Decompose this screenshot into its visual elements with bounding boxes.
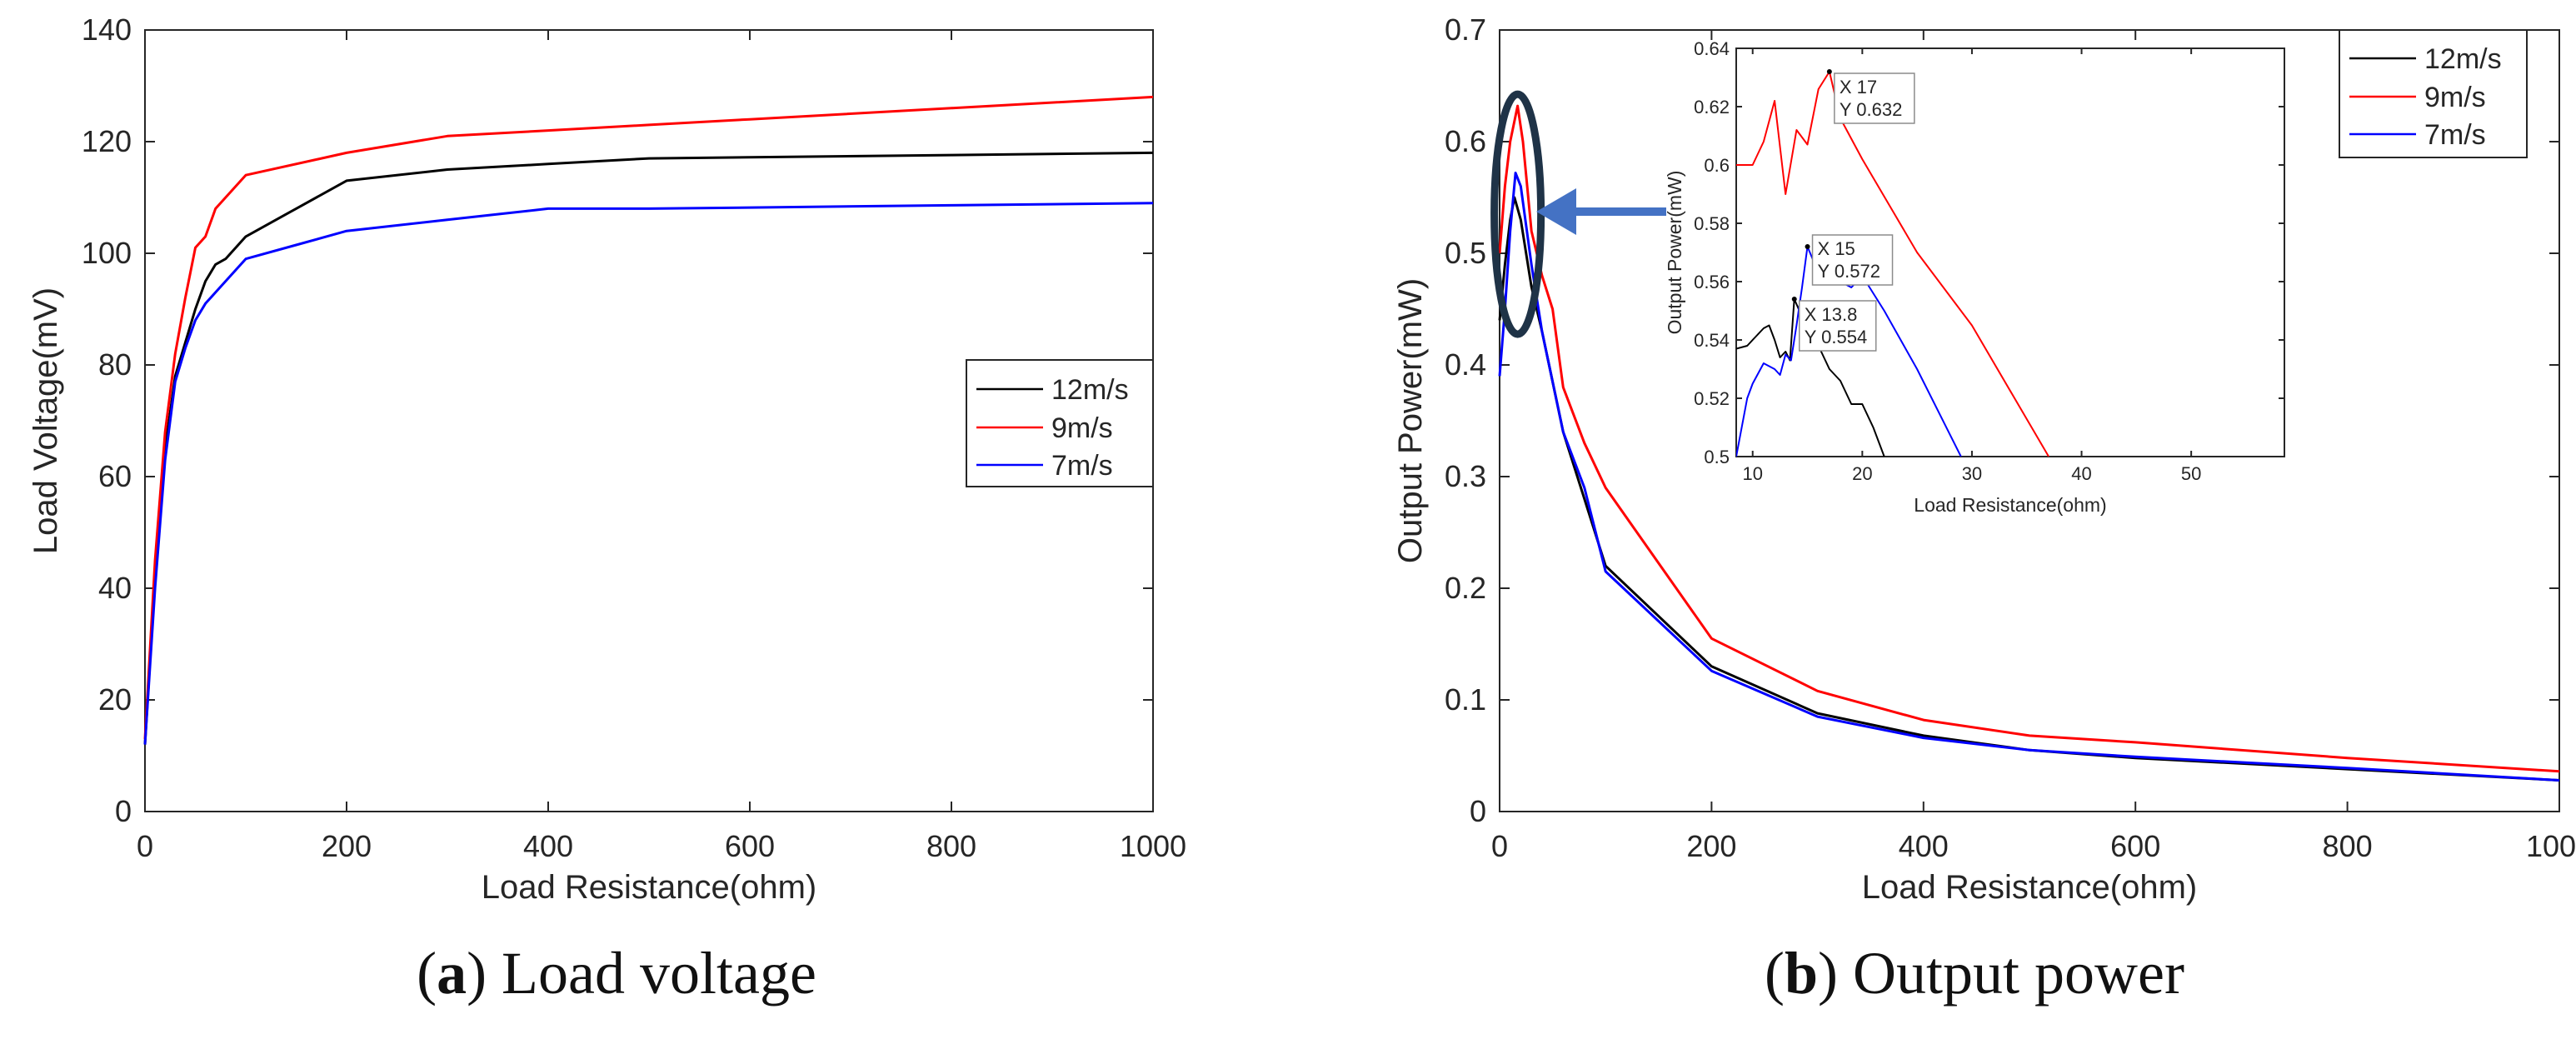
inset-zoom-plot: 0.5 0.52 0.54 0.56 0.58 0.6 0.62 0.64 10 20 30 40 5… [1664,38,2285,516]
y-tick-label: 60 [98,459,132,493]
x-tick-label: 50 [2181,463,2201,484]
y-tick-label: 0.4 [1445,347,1486,382]
x-tick-label: 600 [725,829,775,863]
x-axis-ticks: 0 200 400 600 800 1000 [1491,30,2576,863]
x-tick-label: 800 [926,829,976,863]
y-tick-label: 40 [98,571,132,605]
y-tick-label: 0 [115,794,132,828]
x-tick-label: 200 [322,829,372,863]
y-tick-label: 0.56 [1694,272,1730,292]
datatip-x-label: X 17 [1840,77,1877,97]
x-tick-label: 30 [1962,463,1982,484]
datatip-box [1811,234,1894,286]
datatip-y-label: Y 0.632 [1840,99,1902,120]
x-tick-label: 800 [2323,829,2373,863]
y-tick-label: 0.64 [1694,38,1730,59]
x-axis-label: Load Resistance(ohm) [1862,869,2197,906]
y-tick-label: 0.6 [1445,124,1486,158]
series-line-9m-s [1498,104,2560,773]
y-tick-label: 0.2 [1445,571,1486,605]
series-lines [1498,104,2560,782]
chart-output-power: 0 0.1 0.2 0.3 0.4 0.5 0.6 0.7 0 200 400 600 800 1000… [1392,12,2576,1007]
y-tick-label: 0.62 [1694,97,1730,117]
series-line-7m-s [1498,172,2560,782]
series-line-9m-s [1736,71,2049,457]
inset-x-ticks: 10 20 30 40 50 [1742,48,2201,484]
y-tick-label: 0.54 [1694,330,1730,351]
legend-label-7ms: 7m/s [2424,119,2486,151]
y-tick-label: 140 [82,12,132,47]
datatip-y-label: Y 0.554 [1805,327,1867,347]
datatip-x-label: X 15 [1818,238,1855,259]
chart-load-voltage: 0 20 40 60 80 100 120 140 0 200 400 600 800 1000 Loa… [27,12,1186,1007]
inset-x-axis-label: Load Resistance(ohm) [1914,494,2106,516]
datatip-x-label: X 13.8 [1805,304,1858,325]
y-tick-label: 0.6 [1704,155,1730,176]
y-tick-label: 120 [82,124,132,158]
y-tick-label: 0.3 [1445,459,1486,493]
y-tick-label: 0.5 [1445,236,1486,270]
x-axis-label: Load Resistance(ohm) [482,869,816,906]
datatip-box [1798,300,1877,352]
series-line-9m-s [143,95,1154,739]
legend: 12m/s 9m/s 7m/s [966,359,1154,487]
y-tick-label: 0 [1470,794,1486,828]
legend-label-12ms: 12m/s [2424,43,2502,75]
caption-a: (a) Load voltage [417,940,816,1007]
datatip-marker [1826,69,1832,74]
x-tick-label: 40 [2071,463,2091,484]
y-tick-label: 100 [82,236,132,270]
legend-box [2339,29,2528,158]
y-tick-label: 0.1 [1445,682,1486,717]
legend-label-12ms: 12m/s [1051,374,1129,406]
datatip-marker [1805,244,1810,249]
y-tick-label: 0.5 [1704,447,1730,467]
x-axis-ticks: 0 200 400 600 800 1000 [137,30,1186,863]
y-axis-label: Output Power(mW) [1392,278,1429,563]
y-tick-label: 0.58 [1694,213,1730,234]
legend: 12m/s 9m/s 7m/s [2339,29,2528,158]
inset-datatips: X 17Y 0.632 X 15Y 0.572 X 13.8Y 0.554 [1791,69,1915,352]
legend-label-7ms: 7m/s [1051,450,1113,482]
x-tick-label: 600 [2110,829,2160,863]
y-tick-label: 0.7 [1445,12,1486,47]
x-tick-label: 200 [1686,829,1736,863]
datatip-marker [1791,297,1797,302]
inset-y-ticks: 0.5 0.52 0.54 0.56 0.58 0.6 0.62 0.64 [1694,38,2284,467]
series-line-7m-s [143,202,1154,745]
y-tick-label: 80 [98,347,132,382]
x-tick-label: 20 [1852,463,1872,484]
datatip-box [1834,72,1915,124]
y-tick-label: 20 [98,682,132,717]
x-tick-label: 400 [1899,829,1949,863]
x-tick-label: 400 [523,829,573,863]
x-tick-label: 0 [1491,829,1508,863]
legend-label-9ms: 9m/s [1051,412,1113,444]
inset-y-axis-label: Output Power(mW) [1664,171,1685,335]
y-axis-label: Load Voltage(mV) [27,287,64,554]
x-tick-label: 1000 [2526,829,2576,863]
datatip-y-label: Y 0.572 [1818,261,1880,282]
arrow-icon [1536,188,1666,235]
series-lines [143,95,1154,745]
x-tick-label: 10 [1742,463,1762,484]
x-tick-label: 1000 [1120,829,1186,863]
x-tick-label: 0 [137,829,153,863]
legend-label-9ms: 9m/s [2424,82,2486,113]
caption-b: (b) Output power [1765,940,2184,1007]
y-tick-label: 0.52 [1694,388,1730,409]
